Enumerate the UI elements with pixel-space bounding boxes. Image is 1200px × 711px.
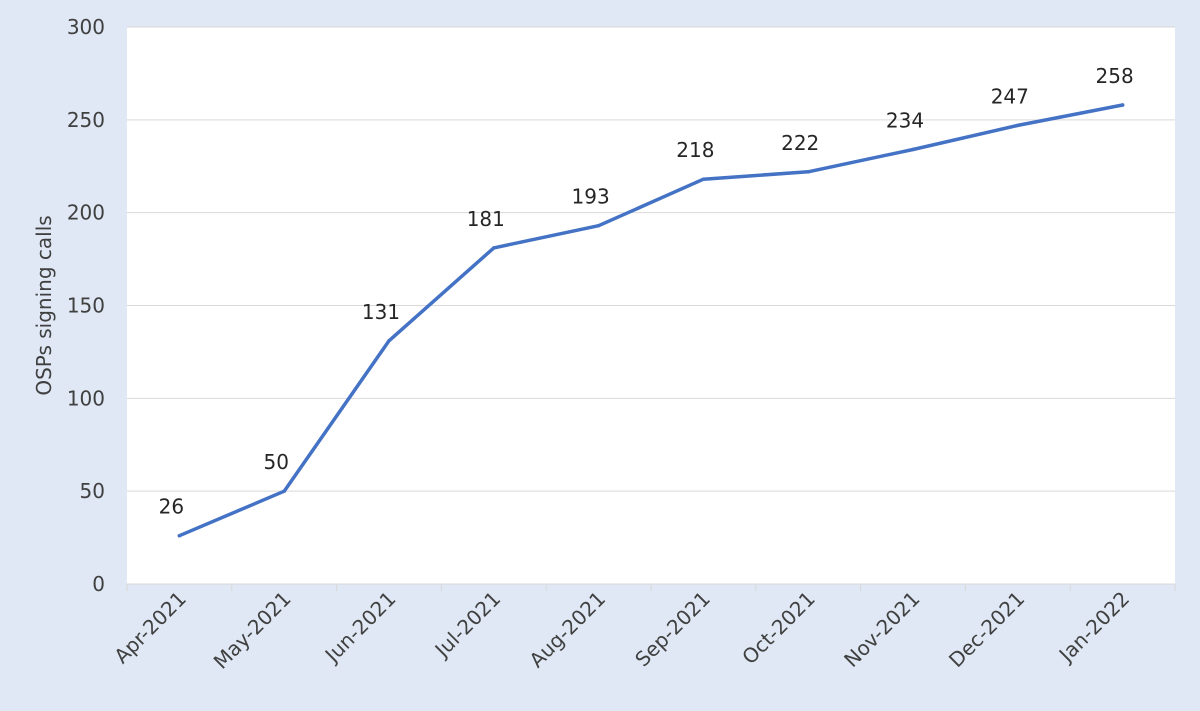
x-tick-label: Dec-2021 <box>944 587 1029 672</box>
data-labels: 26 50 131 181 193 218 222 234 247 258 <box>159 64 1134 519</box>
y-tick-label: 300 <box>67 15 105 39</box>
data-label: 193 <box>572 185 610 209</box>
gridlines <box>127 26 1175 492</box>
data-point <box>911 147 915 152</box>
x-tick-label: Aug-2021 <box>524 587 610 673</box>
data-point <box>806 170 810 174</box>
x-tick-label: Sep-2021 <box>630 587 715 672</box>
data-point <box>596 223 601 228</box>
x-tick-label: May-2021 <box>209 587 296 674</box>
data-label: 258 <box>1096 64 1134 88</box>
data-point <box>282 489 286 493</box>
x-tick-label: Jan-2022 <box>1053 587 1134 668</box>
x-tick-label: Jul-2021 <box>429 587 506 664</box>
x-tick-label: Nov-2021 <box>839 587 924 672</box>
data-point <box>1120 103 1125 107</box>
x-axis-tick-labels: Apr-2021 May-2021 Jun-2021 Jul-2021 Aug-2021… <box>109 587 1134 674</box>
data-label: 234 <box>886 109 924 133</box>
data-point <box>387 339 391 343</box>
data-label: 26 <box>159 495 184 519</box>
data-label: 131 <box>362 300 400 324</box>
x-tick-label: Oct-2021 <box>737 587 820 670</box>
y-axis: 0 50 100 150 200 250 300 <box>67 15 105 596</box>
data-label: 247 <box>991 84 1029 108</box>
data-label: 50 <box>263 450 288 474</box>
data-point <box>701 177 706 181</box>
y-axis-title: OSPs signing calls <box>32 215 56 395</box>
data-label: 181 <box>467 207 505 231</box>
x-tick-label: Jun-2021 <box>319 587 401 669</box>
series-layer <box>177 103 1125 538</box>
y-tick-label: 0 <box>92 572 105 596</box>
x-axis <box>126 583 1176 591</box>
series-line <box>177 103 1125 538</box>
y-tick-label: 150 <box>67 294 105 318</box>
y-tick-label: 250 <box>67 108 105 132</box>
x-tick-label: Apr-2021 <box>109 587 191 669</box>
y-tick-label: 100 <box>67 386 105 410</box>
data-point <box>1016 123 1020 128</box>
y-tick-label: 50 <box>80 479 105 503</box>
data-label: 222 <box>781 131 819 155</box>
data-label: 218 <box>676 138 714 162</box>
data-point <box>177 533 182 538</box>
y-tick-label: 200 <box>67 201 105 225</box>
data-point <box>492 246 496 250</box>
